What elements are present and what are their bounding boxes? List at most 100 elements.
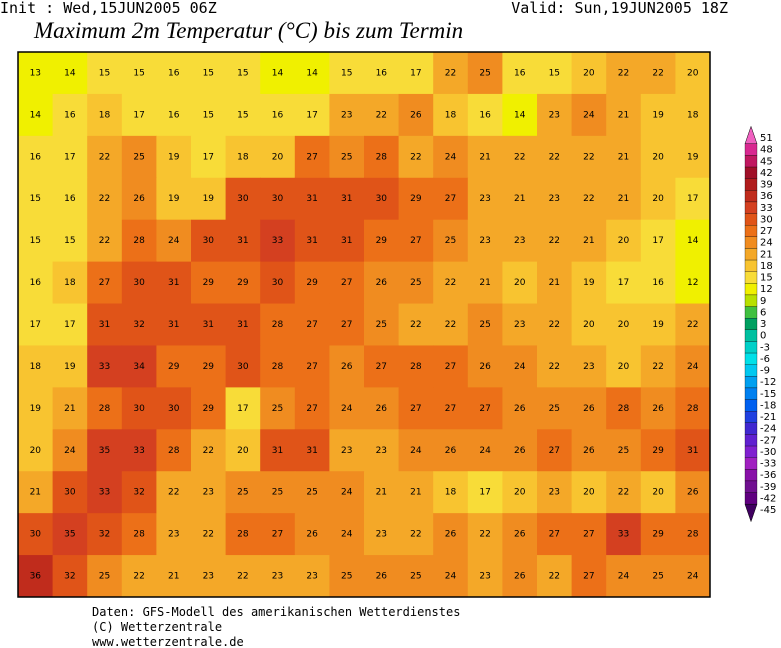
temperature-cell: [467, 513, 503, 556]
temperature-label: 17: [479, 488, 490, 498]
temperature-cell: [364, 429, 400, 472]
legend-label: -30: [760, 447, 776, 458]
temperature-cell: [294, 387, 330, 430]
temperature-cell: [537, 52, 573, 95]
temperature-label: 22: [583, 194, 594, 204]
temperature-cell: [364, 261, 400, 305]
temperature-cell: [398, 387, 434, 430]
temperature-label: 26: [687, 488, 699, 498]
temperature-label: 16: [30, 152, 42, 162]
temperature-label: 27: [306, 362, 317, 372]
footer-source: Daten: GFS-Modell des amerikanischen Wet…: [92, 605, 460, 619]
temperature-cell: [675, 555, 711, 598]
temperature-cell: [52, 471, 88, 514]
temperature-cell: [537, 387, 573, 430]
temperature-label: 19: [168, 194, 180, 204]
temperature-label: 21: [30, 488, 41, 498]
temperature-label: 20: [237, 446, 249, 456]
temperature-label: 23: [549, 194, 560, 204]
temperature-cell: [640, 303, 676, 346]
temperature-label: 30: [237, 362, 249, 372]
temperature-cell: [398, 513, 434, 556]
temperature-label: 16: [168, 68, 180, 78]
temperature-label: 24: [583, 110, 595, 120]
temperature-label: 23: [479, 236, 490, 246]
temperature-cell: [467, 555, 503, 598]
legend-swatch: [744, 434, 758, 447]
temperature-label: 22: [549, 236, 560, 246]
legend-swatch: [744, 155, 758, 168]
temperature-cell: [640, 429, 676, 472]
temperature-cell: [260, 471, 296, 514]
temperature-label: 19: [652, 320, 664, 330]
temperature-cell: [294, 261, 330, 305]
temperature-cell: [121, 93, 157, 137]
temperature-label: 28: [133, 530, 145, 540]
temperature-label: 18: [687, 110, 699, 120]
temperature-cell: [640, 387, 676, 430]
temperature-label: 20: [652, 152, 664, 162]
temperature-label: 16: [168, 110, 180, 120]
temperature-label: 16: [64, 194, 76, 204]
legend-label: -45: [760, 505, 776, 516]
legend-swatch: [744, 352, 758, 365]
temperature-label: 24: [618, 572, 630, 582]
temperature-label: 15: [203, 110, 214, 120]
temperature-cell: [294, 513, 330, 556]
temperature-cell: [87, 135, 123, 179]
temperature-label: 23: [203, 572, 214, 582]
temperature-label: 30: [272, 278, 284, 288]
title: Maximum 2m Temperatur (°C) bis zum Termi…: [33, 18, 463, 43]
temperature-label: 27: [306, 152, 317, 162]
temperature-label: 25: [376, 320, 387, 330]
temperature-cell: [467, 52, 503, 95]
legend-swatch: [744, 190, 758, 203]
temperature-label: 25: [618, 446, 629, 456]
legend-swatch: [744, 341, 758, 354]
temperature-cell: [571, 135, 607, 179]
temperature-label: 24: [341, 530, 353, 540]
temperature-cell: [52, 93, 88, 137]
temperature-label: 29: [652, 530, 664, 540]
legend-swatch: [744, 143, 758, 156]
legend-label: -24: [760, 424, 776, 435]
temperature-cell: [121, 387, 157, 430]
temperature-label: 26: [445, 446, 457, 456]
temperature-label: 23: [341, 110, 352, 120]
temperature-label: 21: [479, 278, 490, 288]
temperature-label: 29: [203, 278, 215, 288]
temperature-cell: [675, 261, 711, 305]
temperature-label: 22: [445, 68, 456, 78]
temperature-label: 26: [583, 446, 595, 456]
temperature-label: 15: [237, 68, 248, 78]
temperature-label: 28: [687, 530, 699, 540]
temperature-label: 27: [341, 320, 352, 330]
temperature-cell: [364, 303, 400, 346]
temperature-cell: [294, 52, 330, 95]
temperature-cell: [225, 345, 261, 388]
temperature-label: 28: [133, 236, 145, 246]
temperature-label: 20: [652, 194, 664, 204]
temperature-label: 28: [272, 320, 284, 330]
temperature-label: 28: [237, 530, 249, 540]
temperature-cell: [398, 555, 434, 598]
temperature-label: 23: [549, 488, 560, 498]
temperature-label: 31: [306, 236, 317, 246]
temperature-cell: [398, 219, 434, 263]
temperature-label: 24: [445, 152, 457, 162]
temperature-cell: [606, 429, 642, 472]
temperature-cell: [502, 261, 538, 305]
temperature-cell: [364, 555, 400, 598]
temperature-cell: [329, 513, 365, 556]
temperature-cell: [294, 555, 330, 598]
temperature-cell: [225, 219, 261, 263]
temperature-cell: [18, 345, 54, 388]
temperature-label: 32: [133, 488, 144, 498]
temperature-label: 25: [341, 152, 352, 162]
legend-swatch: [744, 422, 758, 435]
temperature-label: 29: [306, 278, 318, 288]
temperature-label: 21: [410, 488, 421, 498]
temperature-label: 31: [341, 194, 352, 204]
legend-swatch: [744, 294, 758, 307]
temperature-label: 14: [272, 68, 284, 78]
